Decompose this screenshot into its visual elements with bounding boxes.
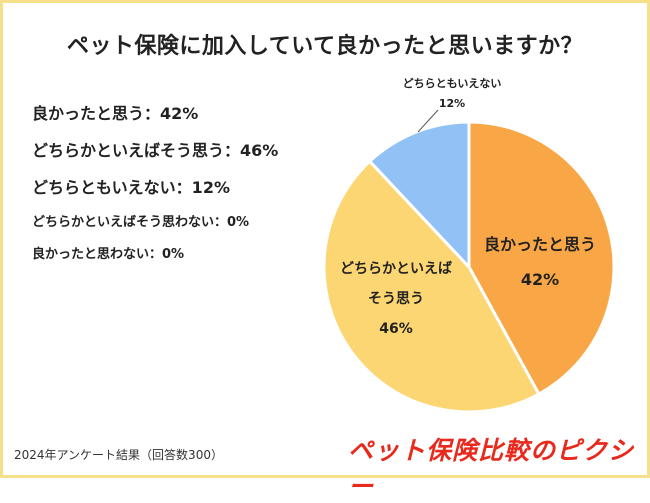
slice-label-yokatta-value: 42%: [521, 270, 559, 289]
slice-label-dochiratomo-value: 12%: [439, 97, 465, 110]
legend-item-dochiraka-sou: どちらかといえばそう思う：46%: [32, 141, 279, 160]
slice-yokatta: [467, 120, 616, 397]
legend-item-dochiratomo: どちらともいえない：12%: [32, 178, 230, 197]
slice-dochiratomo: [367, 120, 471, 271]
survey-footnote: 2024年アンケート結果（回答数300）: [14, 448, 223, 462]
brand-logo: ペット保険比較のピクシー: [348, 436, 635, 501]
slice-label-dochiraka-line2: そう思う: [368, 291, 424, 307]
slice-label-dochiraka-line1: どちらかといえば: [340, 261, 452, 277]
legend-item-dochiraka-sou-omowanai: どちらかといえばそう思わない：0%: [32, 215, 250, 230]
legend-list: 良かったと思う：42% どちらかといえばそう思う：46% どちらともいえない：1…: [32, 100, 278, 275]
legend-item-yokatta-omowanai: 良かったと思わない：0%: [32, 247, 185, 262]
slice-label-dochiraka-value: 46%: [379, 321, 413, 337]
pie-chart: どちらともいえない 12% 良かったと思う 42% どちらかといえば そう思う …: [322, 77, 616, 414]
slice-label-dochiratomo-name: どちらともいえない: [403, 77, 502, 90]
slice-dochiraka-sou: [322, 159, 541, 414]
legend-item-yokatta: 良かったと思う：42%: [32, 104, 199, 123]
chart-title: ペット保険に加入していて良かったと思いますか？: [66, 34, 584, 59]
slice-label-yokatta-name: 良かったと思う: [484, 235, 596, 254]
callout-line: [417, 109, 439, 133]
